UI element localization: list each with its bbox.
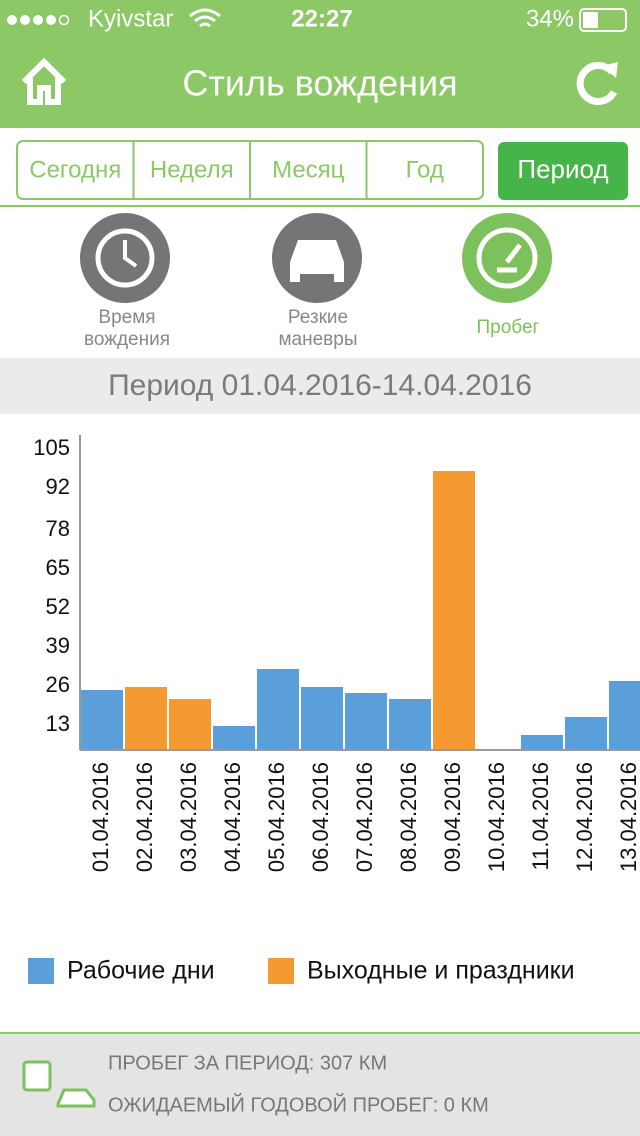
y-tick-label: 52 (46, 594, 70, 619)
bar (389, 699, 431, 750)
tab[interactable]: Год (406, 156, 444, 183)
legend-swatch (28, 958, 54, 984)
footer-text: ПРОБЕГ ЗА ПЕРИОД: 307 КМ (108, 1052, 387, 1074)
gauge-needle (497, 243, 522, 273)
x-tick-label: 07.04.2016 (352, 762, 377, 872)
bar (433, 471, 475, 750)
battery-text: 34% (526, 5, 574, 32)
car (290, 240, 344, 282)
x-tick-label: 02.04.2016 (132, 762, 157, 872)
time: 22:27 (291, 5, 352, 32)
period-button-text: Период (517, 154, 608, 184)
y-tick-label: 65 (46, 555, 70, 580)
home-button[interactable] (21, 57, 67, 105)
tab[interactable]: Сегодня (29, 156, 121, 183)
carrier: Kyivstar (88, 5, 173, 32)
header-bg (0, 0, 640, 128)
header-title: Стиль вождения (182, 63, 457, 104)
period-button[interactable] (498, 142, 628, 200)
x-tick-label: 10.04.2016 (484, 762, 509, 872)
signal (7, 14, 70, 26)
mode-label: Пробег (477, 317, 540, 338)
y-tick-label: 13 (46, 711, 70, 736)
refresh-arrow (602, 62, 618, 78)
bar (125, 687, 167, 750)
refresh-button[interactable] (576, 62, 618, 105)
period-label: Период 01.04.2016-14.04.2016 (108, 369, 532, 402)
clock-hands (123, 240, 138, 268)
car-icon (56, 1088, 96, 1108)
legend-label: Рабочие дни (67, 957, 215, 985)
bar (213, 726, 255, 750)
bar (521, 735, 563, 750)
y-tick-label: 105 (33, 435, 70, 460)
tab[interactable]: Месяц (272, 156, 345, 183)
y-tick-label: 39 (46, 633, 70, 658)
x-tick-label: 08.04.2016 (396, 762, 421, 872)
x-tick-label: 11.04.2016 (528, 762, 553, 870)
y-tick-label: 26 (46, 672, 70, 697)
bar (81, 690, 123, 750)
x-tick-label: 04.04.2016 (220, 762, 245, 872)
y-tick-label: 92 (46, 474, 70, 499)
bar (345, 693, 387, 750)
x-tick-label: 01.04.2016 (88, 762, 113, 872)
x-tick-label: 13.04.2016 (616, 762, 640, 872)
bar (301, 687, 343, 750)
x-tick-label: 03.04.2016 (176, 762, 201, 872)
bar (257, 669, 299, 750)
x-tick-label: 05.04.2016 (264, 762, 289, 872)
x-tick-label: 12.04.2016 (572, 762, 597, 872)
calendar-icon (22, 1060, 52, 1092)
gauge (476, 227, 538, 289)
footer-text: ОЖИДАЕМЫЙ ГОДОВОЙ ПРОБЕГ: 0 КМ (108, 1092, 489, 1116)
mode-label: Резкие маневры (278, 307, 357, 350)
bar (565, 717, 607, 750)
legend-swatch (268, 958, 294, 984)
battery-level (583, 12, 598, 28)
x-tick-label: 09.04.2016 (440, 762, 465, 872)
bar (609, 681, 640, 750)
y-tick-label: 78 (46, 516, 70, 541)
clock (95, 228, 155, 288)
footer (0, 1032, 640, 1136)
battery (579, 8, 627, 32)
x-tick-label: 06.04.2016 (308, 762, 333, 872)
bar (169, 699, 211, 750)
mode-label: Время вождения (84, 307, 170, 350)
legend-label: Выходные и праздники (307, 957, 575, 985)
tab[interactable]: Неделя (150, 156, 234, 183)
period-bar (0, 358, 640, 414)
wifi (189, 8, 221, 28)
